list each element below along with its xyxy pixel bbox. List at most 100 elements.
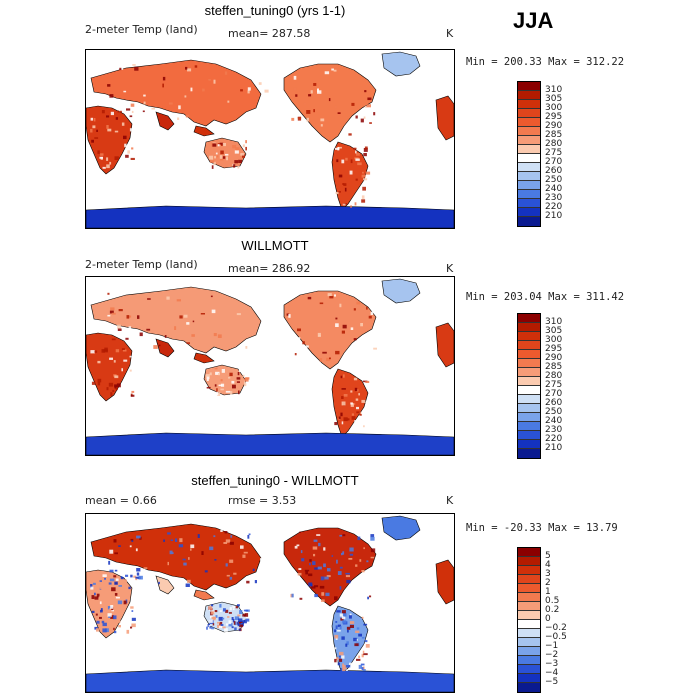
field-cell — [109, 310, 114, 314]
field-cell — [242, 154, 245, 158]
field-cell — [342, 203, 346, 206]
field-cell — [351, 102, 355, 106]
colorbar-tick-label: 290 — [545, 353, 563, 363]
field-cell — [107, 613, 112, 617]
colorbar-tick-label: 295 — [545, 344, 563, 354]
field-cell — [231, 626, 234, 629]
field-cell — [369, 122, 372, 124]
colorbar-swatch — [518, 611, 540, 620]
field-cell — [122, 349, 127, 352]
field-cell — [162, 83, 164, 88]
field-cell — [229, 576, 233, 580]
field-cell — [234, 627, 237, 631]
colorbar-swatch — [518, 656, 540, 665]
field-cell — [127, 150, 130, 154]
field-cell — [131, 390, 135, 393]
field-cell — [324, 576, 329, 580]
india-landmass — [155, 575, 175, 595]
field-cell — [254, 580, 257, 584]
field-cell — [217, 334, 222, 338]
field-cell — [238, 628, 241, 631]
field-cell — [90, 128, 93, 133]
field-cell — [297, 116, 302, 121]
colorbar-swatch — [518, 145, 540, 154]
field-cell — [228, 376, 231, 379]
field-cell — [105, 628, 109, 633]
field-cell — [129, 115, 133, 118]
field-cell — [185, 66, 188, 70]
colorbar-swatch — [518, 449, 540, 458]
field-cell — [109, 357, 113, 360]
colorbar-tick-label: 240 — [545, 416, 563, 426]
field-cell — [232, 145, 237, 149]
panel-1-variable-label: 2-meter Temp (land) — [85, 23, 198, 36]
field-cell — [237, 372, 240, 376]
field-cell — [111, 609, 114, 612]
field-cell — [97, 150, 100, 154]
panel-3-minmax: Min = -20.33 Max = 13.79 — [466, 522, 618, 534]
field-cell — [118, 585, 122, 587]
field-cell — [206, 386, 211, 389]
field-cell — [364, 90, 367, 93]
field-cell — [349, 615, 352, 619]
field-cell — [114, 581, 118, 585]
panel-1-minmax: Min = 200.33 Max = 312.22 — [466, 56, 625, 68]
colorbar-swatch — [518, 557, 540, 566]
field-cell — [242, 144, 245, 148]
field-cell — [309, 559, 312, 562]
field-cell — [224, 71, 228, 75]
field-cell — [363, 178, 368, 181]
colorbar-tick-label: 280 — [545, 139, 563, 149]
field-cell — [143, 101, 146, 105]
field-cell — [321, 592, 325, 596]
field-cell — [214, 559, 217, 561]
field-cell — [357, 587, 360, 591]
field-cell — [294, 353, 297, 356]
field-cell — [240, 89, 243, 92]
field-cell — [131, 617, 136, 621]
field-cell — [361, 199, 366, 203]
field-cell — [342, 534, 346, 537]
field-cell — [226, 623, 229, 626]
field-cell — [363, 153, 367, 157]
field-cell — [123, 90, 127, 93]
field-cell — [354, 387, 358, 392]
field-cell — [222, 143, 226, 147]
field-cell — [356, 301, 361, 305]
field-cell — [123, 135, 127, 140]
field-cell — [101, 620, 105, 624]
field-cell — [109, 578, 115, 582]
field-cell — [220, 383, 225, 387]
colorbar-swatch — [518, 154, 540, 163]
field-cell — [123, 359, 128, 362]
field-cell — [94, 592, 96, 596]
field-cell — [236, 622, 241, 625]
field-cell — [94, 350, 98, 353]
field-cell — [350, 159, 353, 164]
field-cell — [318, 542, 321, 547]
field-cell — [104, 617, 108, 620]
field-cell — [345, 669, 348, 671]
colorbar-swatch — [518, 91, 540, 100]
field-cell — [121, 348, 125, 350]
field-cell — [117, 600, 123, 605]
field-cell — [107, 128, 112, 132]
field-cell — [91, 381, 96, 385]
field-cell — [183, 314, 188, 318]
field-cell — [209, 372, 212, 376]
field-cell — [224, 153, 229, 156]
field-cell — [297, 572, 302, 576]
field-cell — [121, 122, 125, 126]
colorbar-swatch — [518, 341, 540, 350]
field-cell — [298, 568, 302, 570]
field-cell — [355, 158, 360, 161]
field-cell — [358, 655, 361, 658]
field-cell — [316, 534, 321, 536]
field-cell — [243, 551, 248, 554]
colorbar-tick-label: 270 — [545, 389, 563, 399]
colorbar-swatch — [518, 602, 540, 611]
panel-2-title: WILLMOTT — [241, 238, 309, 253]
field-cell — [137, 315, 140, 319]
field-cell — [130, 606, 134, 609]
field-cell — [245, 140, 247, 144]
